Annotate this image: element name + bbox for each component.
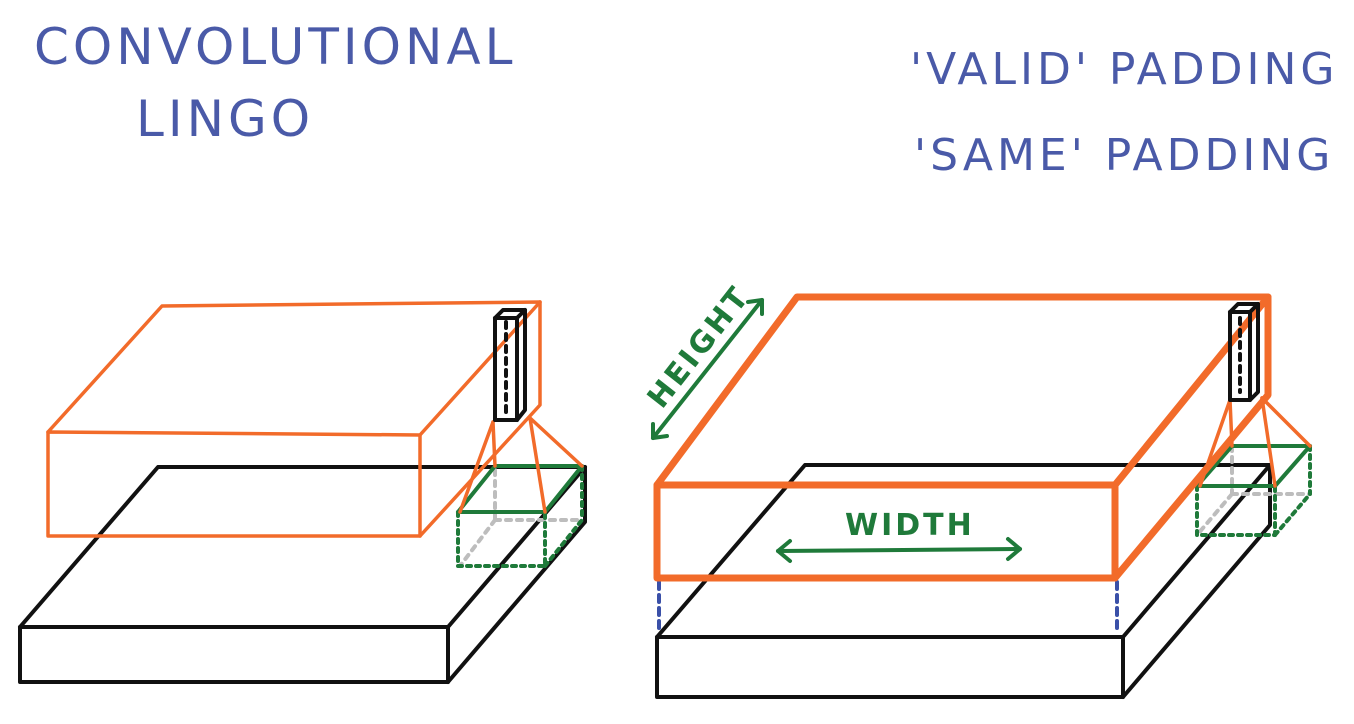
same-padding-diagram: HEIGHT WIDTH: [641, 279, 1312, 699]
valid-padding-diagram: [18, 300, 587, 684]
projection-lines-left: [458, 416, 584, 514]
kernel-patch-left: [456, 464, 584, 568]
same-padding-label: 'SAME' PADDING: [914, 130, 1335, 181]
patch-guides-left: [458, 468, 584, 568]
width-label: WIDTH: [845, 508, 975, 543]
height-label: HEIGHT: [641, 279, 758, 415]
output-volume-right: [653, 293, 1272, 582]
alignment-marks: [657, 580, 1119, 634]
title-line-1: CONVOLUTIONAL: [34, 18, 517, 76]
input-volume-left: [18, 465, 587, 684]
title-line-2: LINGO: [136, 90, 315, 148]
output-volume-left: [46, 300, 542, 538]
valid-padding-label: 'VALID' PADDING: [910, 44, 1339, 95]
output-column-right: [1228, 302, 1260, 402]
width-arrow: [776, 537, 1022, 563]
output-column-left: [493, 308, 527, 422]
projection-lines-right: [1198, 396, 1312, 488]
height-arrow: [651, 298, 764, 440]
